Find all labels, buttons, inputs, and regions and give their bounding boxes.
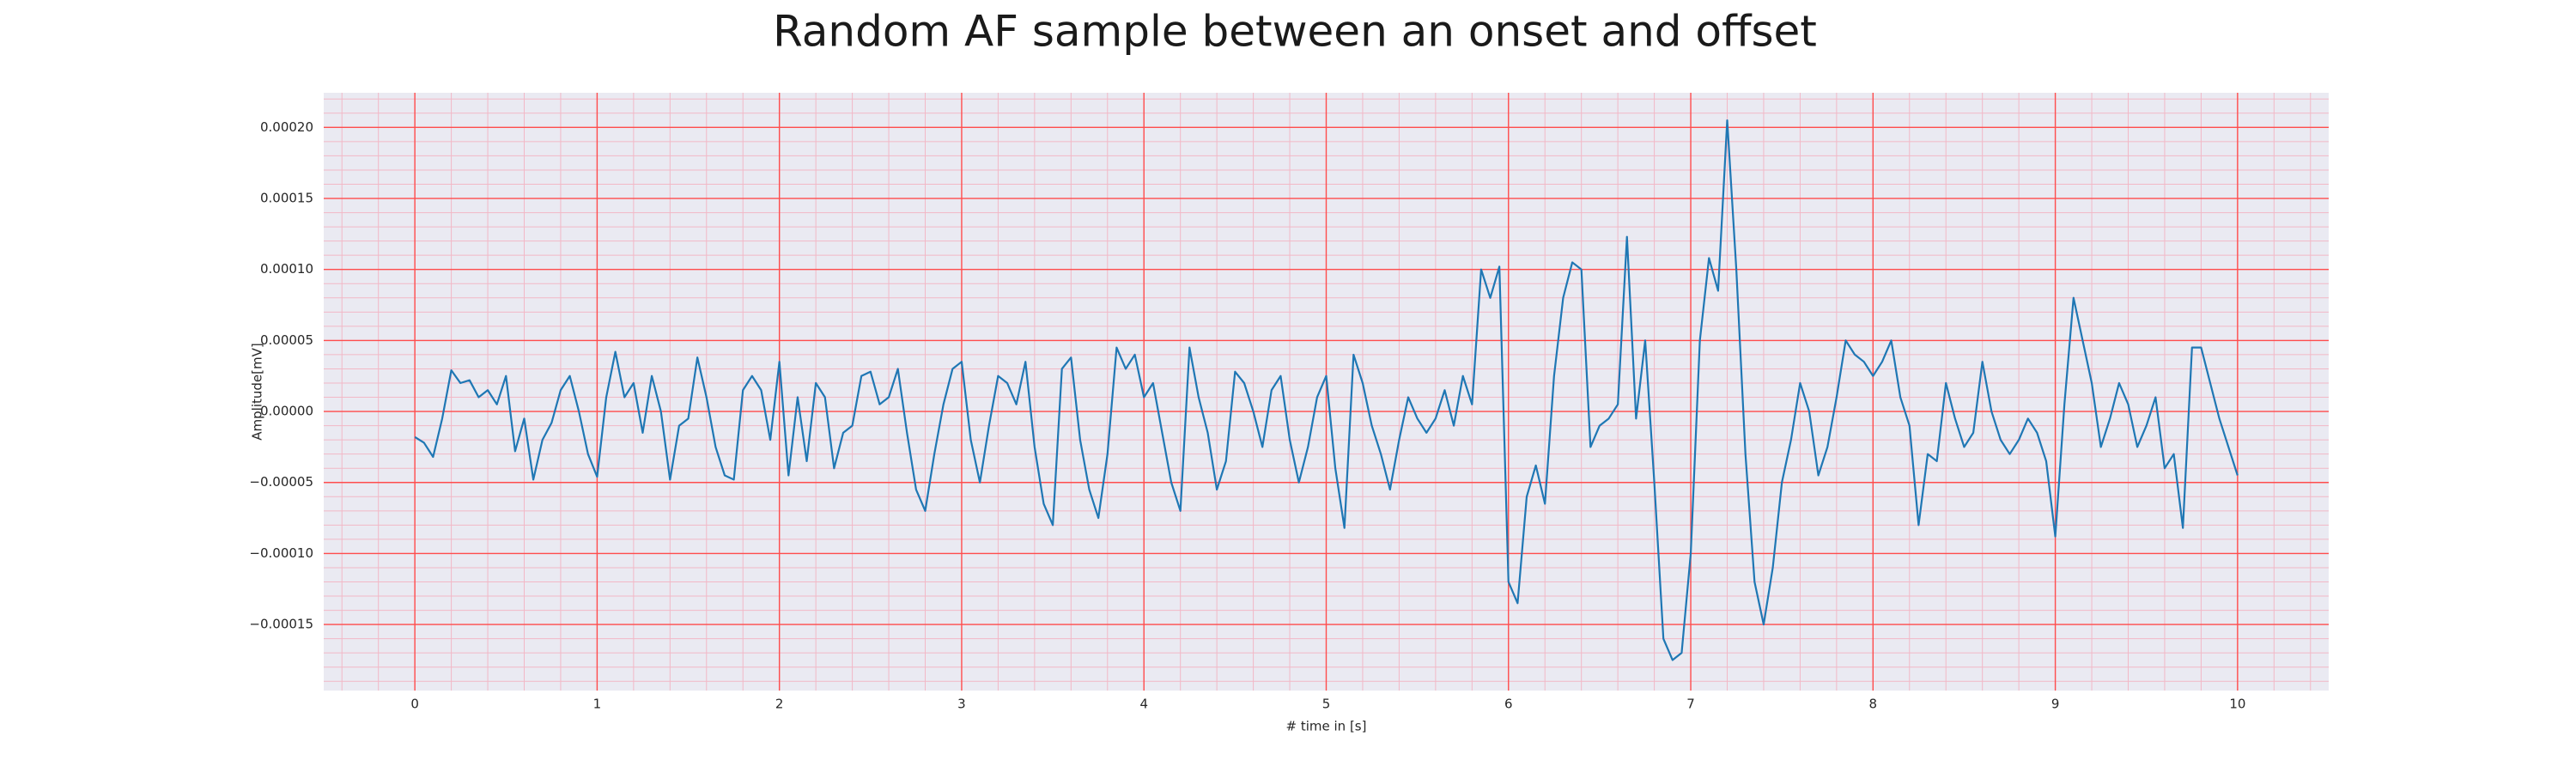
y-tick-label: 0.00020 [260, 119, 313, 135]
x-tick-label: 0 [410, 697, 419, 712]
x-tick-label: 7 [1686, 697, 1695, 712]
x-tick-label: 2 [775, 697, 784, 712]
x-tick-label: 8 [1869, 697, 1878, 712]
x-tick-label: 5 [1322, 697, 1331, 712]
x-tick-label: 9 [2051, 697, 2060, 712]
x-tick-label: 10 [2229, 697, 2245, 712]
signal-line [414, 119, 2239, 661]
y-tick-label: −0.00005 [249, 474, 313, 490]
x-tick-label: 1 [593, 697, 602, 712]
y-tick-label: 0.00015 [260, 191, 313, 206]
y-tick-label: 0.00005 [260, 332, 313, 348]
x-tick-label: 4 [1139, 697, 1148, 712]
x-axis-label: # time in [s] [1286, 719, 1367, 734]
chart-title: Random AF sample between an onset and of… [773, 7, 1817, 57]
y-tick-label: −0.00010 [249, 545, 313, 561]
y-tick-label: −0.00015 [249, 617, 313, 632]
y-axis-label: Amplitude[mV] [250, 343, 265, 440]
y-tick-label: 0.00000 [260, 404, 313, 419]
y-tick-label: 0.00010 [260, 261, 313, 277]
x-tick-label: 6 [1504, 697, 1513, 712]
x-tick-label: 3 [957, 697, 966, 712]
